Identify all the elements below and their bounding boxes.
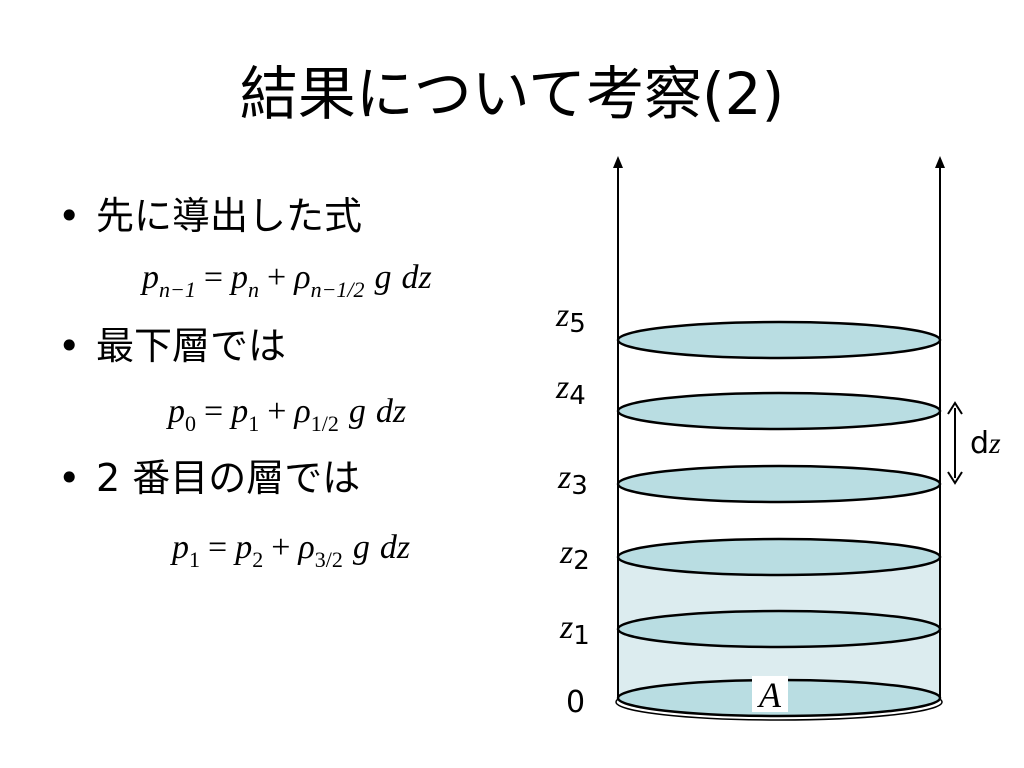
eq-operator: = [208,529,228,566]
eq-term: p [168,393,185,430]
dz-label: dz [970,426,1001,461]
eq-term: ρ [294,393,311,430]
right-arrowhead-icon [935,156,945,168]
bullet-dot: • [58,324,81,368]
level-label-z5: z5 [555,297,586,339]
equation-second-layer: p1 = p2 + ρ3/2 g dz [172,526,411,572]
eq-operator: = [203,259,224,296]
bullet-text: 先に導出した式 [96,194,363,238]
level-label-z1: z1 [559,609,590,651]
eq-subscript: 3/2 [314,547,343,572]
eq-term: p [142,259,159,296]
eq-term: p [235,529,253,566]
disk-z5 [616,320,942,360]
bullet-item: • 先に導出した式 [58,192,362,240]
bullet-item: • 2 番目の層では [58,454,360,502]
level-label-z2: z2 [559,534,590,576]
eq-term: p [231,393,249,430]
eq-operator: + [267,259,287,296]
eq-term: ρ [298,529,315,566]
eq-term: g [374,259,392,296]
level-label-z4: z4 [555,369,586,411]
eq-term: dz [375,393,407,430]
eq-subscript: n−1 [159,277,196,302]
eq-subscript: 1 [248,411,260,436]
eq-term: dz [401,259,432,296]
eq-operator: + [271,529,291,566]
bullet-text: 2 番目の層では [96,456,361,500]
disk-z3 [616,464,942,504]
level-label-0: 0 [566,685,585,720]
eq-term: p [172,529,189,566]
dz-double-arrow-icon [947,401,963,485]
bullet-dot: • [58,456,81,500]
eq-subscript: 0 [185,411,196,436]
bullet-text: 最下層では [96,324,287,368]
eq-operator: + [267,393,287,430]
eq-subscript: 1 [189,547,200,572]
area-label-background [752,676,788,712]
eq-operator: = [204,393,224,430]
eq-subscript: 2 [252,547,264,572]
eq-term: ρ [294,259,311,296]
eq-subscript: n−1/2 [310,277,365,302]
area-label: A [757,675,782,715]
equation-bottom-layer: p0 = p1 + ρ1/2 g dz [168,390,407,436]
slide-title: 結果について考察(2) [239,60,785,128]
disk-z4 [616,391,942,431]
left-arrowhead-icon [613,156,623,168]
bullet-dot: • [58,194,81,238]
eq-term: dz [379,529,411,566]
disk-z1 [616,609,942,649]
equation-general: pn−1 = pn + ρn−1/2 g dz [142,256,432,302]
disk-z2 [616,537,942,577]
level-label-z3: z3 [557,459,588,501]
eq-subscript: 1/2 [310,411,339,436]
eq-term: g [348,393,366,430]
bullet-item: • 最下層では [58,322,286,370]
eq-term: g [352,529,370,566]
eq-term: p [231,259,249,296]
eq-subscript: n [248,277,260,302]
